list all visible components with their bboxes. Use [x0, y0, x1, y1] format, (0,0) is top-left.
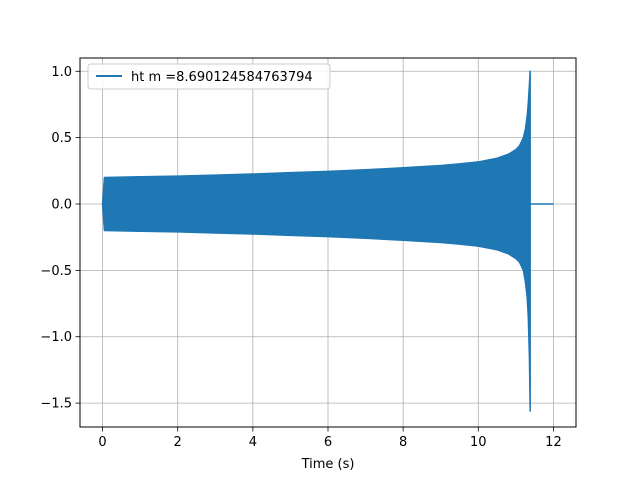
x-tick-label: 8 [399, 435, 407, 450]
y-axis: 1.0 0.5 0.0 −0.5 −1.0 −1.5 [40, 65, 80, 412]
y-tick-label: −1.5 [40, 397, 72, 412]
x-axis: 0 2 4 6 8 10 12 [98, 427, 562, 450]
x-tick-label: 4 [249, 435, 257, 450]
x-tick-label: 10 [470, 435, 487, 450]
y-tick-label: −0.5 [40, 264, 72, 279]
legend-box [87, 63, 331, 90]
x-tick-label: 2 [174, 435, 182, 450]
legend: ht m =8.690124584763794 [87, 63, 331, 90]
waveform-band [101, 70, 531, 412]
y-tick-label: 0.5 [51, 131, 72, 146]
y-tick-label: −1.0 [40, 330, 72, 345]
x-tick-label: 6 [324, 435, 332, 450]
series-layer [101, 70, 554, 412]
y-tick-label: 1.0 [51, 65, 72, 80]
x-tick-label: 0 [98, 435, 106, 450]
legend-label: ht m =8.690124584763794 [131, 70, 313, 85]
x-tick-label: 12 [545, 435, 562, 450]
y-tick-label: 0.0 [51, 198, 72, 213]
x-axis-label: Time (s) [301, 457, 355, 472]
